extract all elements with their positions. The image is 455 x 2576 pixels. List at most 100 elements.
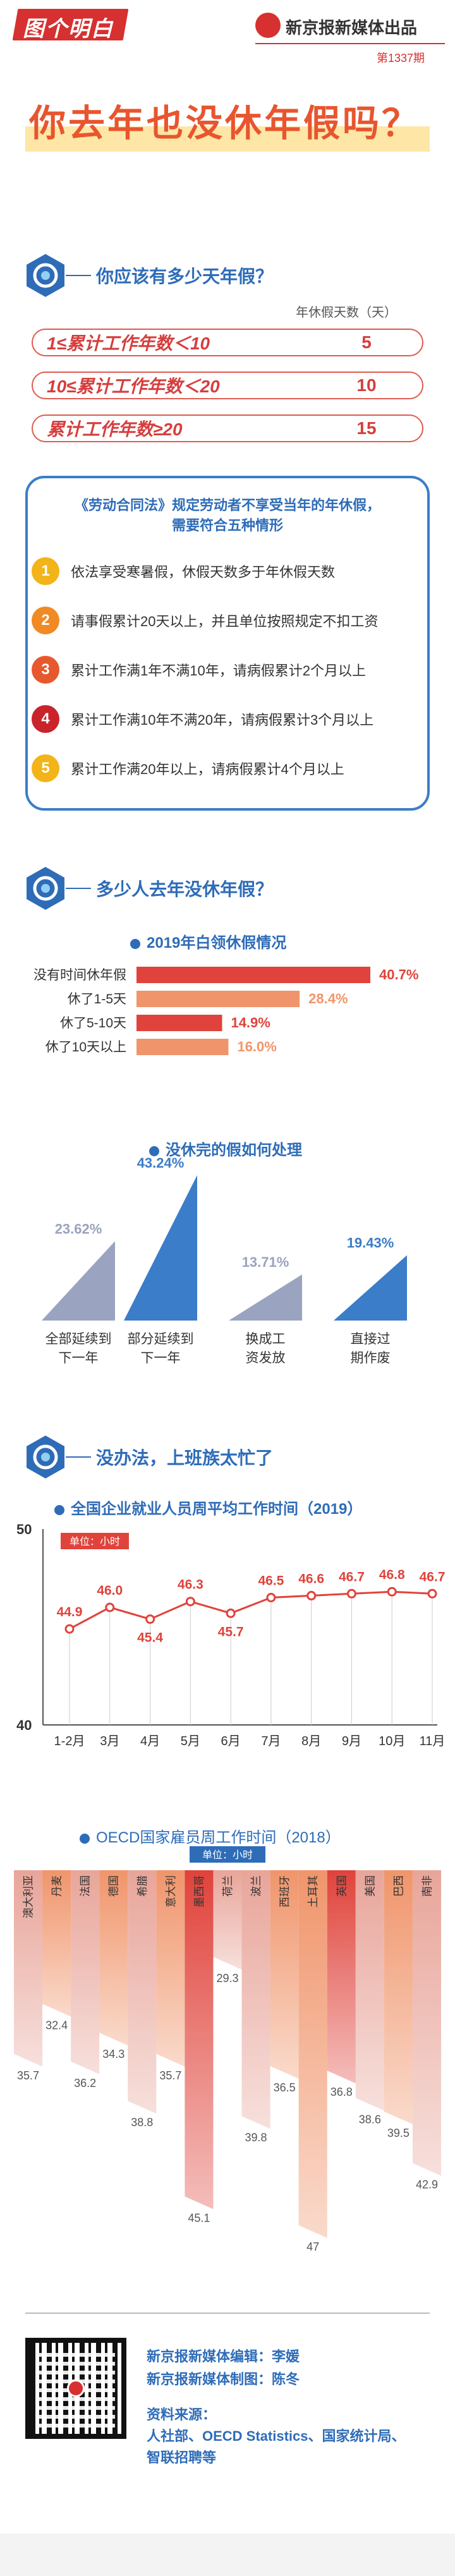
bar-value-label: 28.4%: [308, 991, 348, 1007]
tenure-row: 1≤累计工作年数＜10 5: [32, 329, 423, 356]
data-label: 46.3: [178, 1578, 203, 1592]
country-label: 墨西哥: [193, 1875, 205, 1908]
tenure-row: 累计工作年数≥20 15: [32, 414, 423, 442]
triangle-category-label: 全部延续到: [46, 1332, 112, 1346]
rules-title-line2: 需要符合五种情形: [171, 517, 283, 533]
triangle-category-label: 资发放: [246, 1351, 286, 1365]
bar: [71, 1870, 100, 2074]
series-line: [69, 1590, 433, 1630]
bar: [99, 1870, 128, 2046]
triangle-category-label: 直接过: [351, 1332, 391, 1346]
bar: [136, 1015, 222, 1031]
editor-credit: 新京报新媒体编辑：李媛: [147, 2349, 300, 2364]
section-connector: [66, 888, 91, 889]
bullet-dot-icon: [130, 938, 140, 949]
tenure-label: 10≤累计工作年数＜20: [47, 377, 220, 396]
unit-label: 单位：小时: [202, 1849, 253, 1861]
bar: [241, 1870, 270, 2129]
x-tick-label: 6月: [221, 1734, 241, 1748]
unit-badge: [61, 1533, 129, 1549]
bar-value-label: 38.8: [131, 2116, 153, 2129]
country-label: 英国: [336, 1875, 348, 1897]
data-label: 44.9: [57, 1605, 83, 1619]
hexagon-target-icon: [25, 253, 66, 298]
bar-category-label: 休了5-10天: [60, 1016, 126, 1031]
bar: [327, 1870, 356, 2084]
condition-item: 4 累计工作满10年不满20年，请病假累计3个月以上: [32, 705, 373, 733]
y-tick-label: 50: [16, 1521, 32, 1537]
bar: [355, 1870, 384, 2111]
tenure-label: 累计工作年数≥20: [47, 420, 183, 439]
country-label: 波兰: [250, 1875, 262, 1897]
triangle-value-label: 19.43%: [347, 1235, 394, 1251]
rules-box: [25, 476, 430, 811]
x-tick-label: 4月: [140, 1734, 160, 1748]
source-line-2: 智联招聘等: [147, 2450, 217, 2465]
condition-text: 累计工作满10年不满20年，请病假累计3个月以上: [71, 712, 374, 728]
triangle-category-label: 期作废: [351, 1351, 391, 1365]
hexagon-target-icon: [25, 1434, 66, 1480]
bar-value-label: 34.3: [102, 2048, 124, 2060]
data-label: 45.4: [137, 1631, 163, 1645]
bar-value-label: 35.7: [17, 2069, 39, 2082]
source-line-1: 人社部、OECD Statistics、国家统计局、: [147, 2428, 406, 2444]
publisher-logo-icon: [255, 13, 281, 38]
x-tick-label: 1-2月: [54, 1734, 85, 1748]
number-circle: 1: [32, 557, 59, 585]
qr-code: [25, 2338, 126, 2439]
chart2-subtitle-text: 没休完的假如何处理: [166, 1142, 302, 1159]
condition-item: 2 请事假累计20天以上，并且单位按照规定不扣工资: [32, 607, 378, 634]
section-connector: [66, 1456, 91, 1458]
bullet-dot-icon: [149, 1146, 159, 1156]
bottom-wave: [0, 2534, 455, 2576]
data-point: [226, 1608, 236, 1618]
data-point: [427, 1588, 437, 1599]
triangle-bar: [334, 1255, 407, 1321]
bar: [412, 1870, 441, 2176]
bullet-dot-icon: [54, 1504, 64, 1515]
section2-header: 多少人去年没休年假？: [25, 866, 273, 911]
section-connector: [66, 275, 91, 276]
country-label: 德国: [108, 1875, 120, 1897]
x-tick-label: 5月: [181, 1734, 200, 1748]
bar: [213, 1870, 242, 1970]
section1-header: 你应该有多少天年假？: [25, 253, 273, 298]
qr-logo-icon: [67, 2379, 85, 2397]
y-tick-label: 40: [16, 1717, 32, 1733]
bar: [14, 1870, 43, 2067]
chart4-subtitle: OECD国家雇员周工作时间（2018）: [80, 1825, 341, 1847]
source-label: 资料来源：: [147, 2407, 217, 2422]
chart2-subtitle: 没休完的假如何处理: [149, 1137, 302, 1159]
bar: [136, 967, 370, 983]
tenure-label: 1≤累计工作年数＜10: [47, 334, 210, 353]
triangle-category-label: 下一年: [141, 1351, 181, 1365]
hexagon-target-icon: [25, 866, 66, 911]
data-label: 46.7: [339, 1569, 365, 1584]
bullet-dot-icon: [80, 1833, 90, 1844]
condition-item: 3 累计工作满1年不满10年，请病假累计2个月以上: [32, 656, 366, 684]
triangle-value-label: 23.62%: [55, 1221, 102, 1237]
x-tick-label: 3月: [100, 1734, 119, 1748]
condition-item: 1 依法享受寒暑假，休假天数多于年休假天数: [32, 557, 335, 585]
bar-value-label: 40.7%: [379, 967, 418, 983]
brand-name: 图个明白: [23, 17, 114, 41]
condition-text: 累计工作满1年不满10年，请病假累计2个月以上: [71, 663, 366, 679]
data-point: [266, 1593, 276, 1602]
headline: 你去年也没休年假吗？: [29, 103, 422, 144]
unit-label: 单位：小时: [70, 1536, 120, 1547]
bar: [384, 1870, 413, 2124]
bar-value-label: 35.7: [159, 2069, 181, 2082]
bar: [185, 1870, 214, 2210]
x-tick-label: 7月: [261, 1734, 281, 1748]
data-point: [145, 1614, 155, 1624]
bar-value-label: 32.4: [46, 2019, 68, 2032]
country-label: 希腊: [136, 1875, 149, 1897]
footer-divider: [25, 2313, 430, 2314]
triangle-category-label: 部分延续到: [128, 1332, 194, 1346]
chart4-subtitle-text: OECD国家雇员周工作时间（2018）: [96, 1829, 341, 1846]
bar-value-label: 36.2: [74, 2077, 96, 2089]
triangle-category-label: 下一年: [59, 1351, 99, 1365]
x-tick-label: 8月: [301, 1734, 321, 1748]
